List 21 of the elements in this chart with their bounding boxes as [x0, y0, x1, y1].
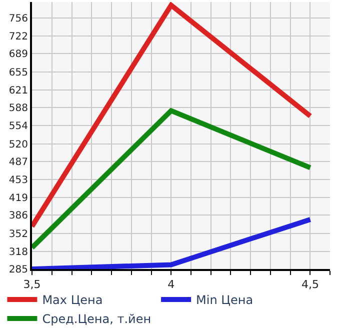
y-tick-label: 655: [8, 67, 28, 78]
y-tick-label: 386: [8, 210, 28, 222]
legend-label: Сред.Цена, т.йен: [42, 312, 152, 326]
y-tick-label: 285: [8, 264, 28, 276]
y-tick-label: 621: [8, 85, 28, 96]
y-tick-label: 554: [8, 121, 28, 132]
y-tick-label: 756: [8, 13, 28, 24]
y-tick-label: 588: [8, 103, 28, 114]
y-tick-label: 453: [8, 174, 28, 186]
y-tick-label: 689: [8, 49, 28, 60]
x-tick-label: 4: [168, 278, 175, 292]
y-tick-label: 318: [8, 246, 28, 258]
x-tick-label: 3,5: [23, 278, 41, 292]
x-tick-label: 4,5: [301, 278, 319, 292]
y-tick-label: 352: [8, 228, 28, 240]
y-tick-label: 419: [8, 193, 28, 204]
legend-label: Max Цена: [42, 293, 103, 308]
legend-label: Min Цена: [196, 293, 254, 308]
y-tick-label: 520: [8, 139, 28, 150]
y-tick-label: 722: [8, 32, 28, 43]
y-tick-label: 487: [8, 156, 28, 168]
